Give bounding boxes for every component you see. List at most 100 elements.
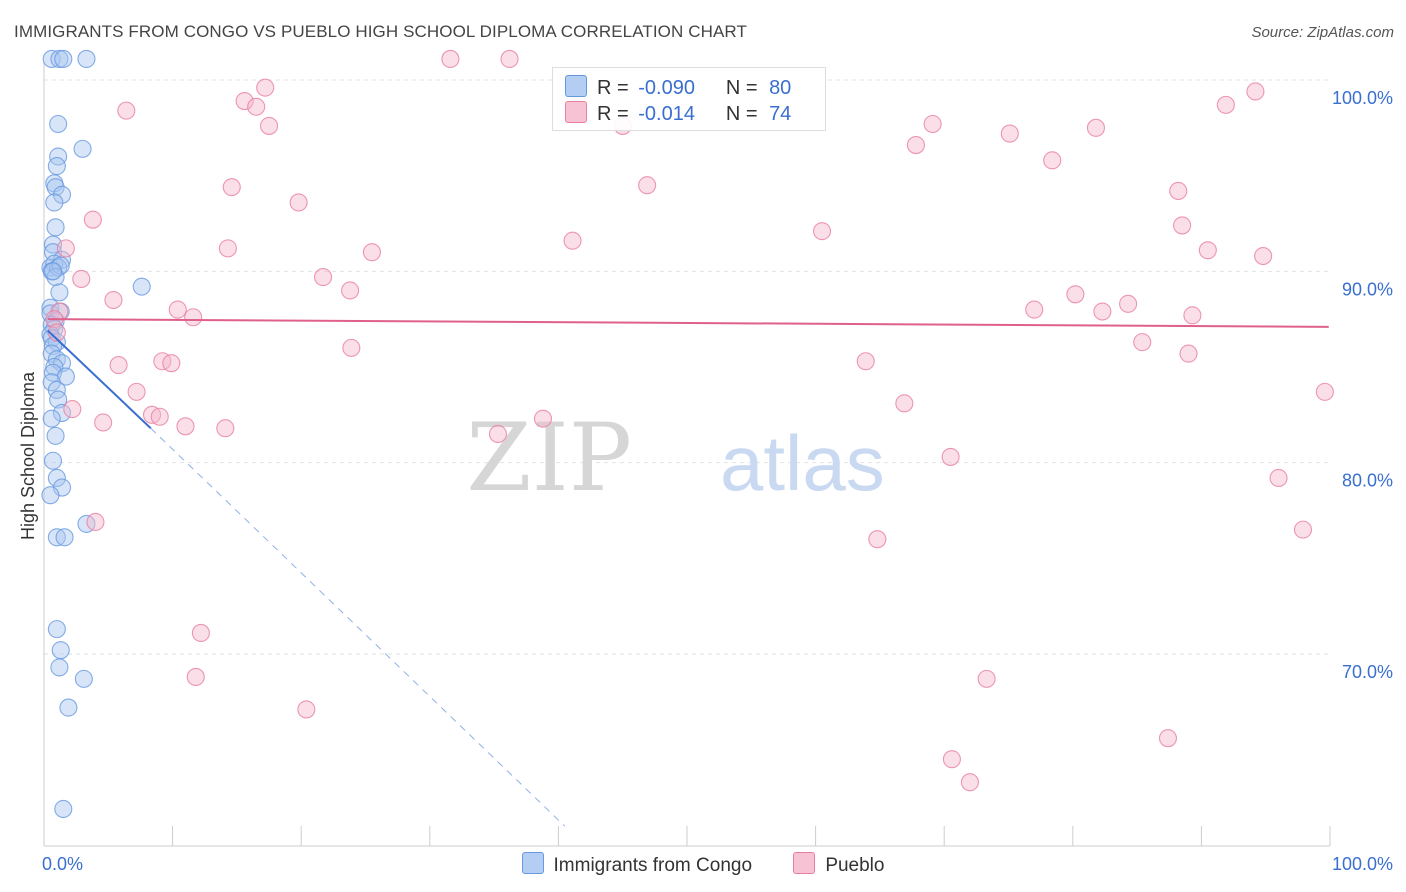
series-legend: Immigrants from Congo Pueblo xyxy=(0,852,1406,877)
r-label: R = xyxy=(597,103,629,125)
n-label: N = xyxy=(725,103,758,125)
point-pueblo xyxy=(235,91,254,111)
y-tick-label: 90.0% xyxy=(1342,279,1393,299)
point-pueblo xyxy=(342,338,361,357)
point-pueblo xyxy=(906,136,925,155)
axes xyxy=(43,62,1331,847)
stats-row-congo: R = -0.090 N = 80 xyxy=(565,75,791,101)
point-pueblo xyxy=(259,116,279,135)
point-pueblo xyxy=(94,413,113,432)
point-pueblo xyxy=(341,281,360,300)
point-pueblo xyxy=(960,773,979,792)
chart-source: Source: ZipAtlas.com xyxy=(1251,24,1394,41)
point-pueblo xyxy=(72,269,91,289)
n-value-pueblo: 74 xyxy=(769,103,792,125)
point-congo xyxy=(74,669,93,688)
y-tick-labels: 100.0% 90.0% 80.0% 70.0% xyxy=(1332,88,1393,682)
point-congo xyxy=(47,380,66,400)
point-pueblo xyxy=(1198,241,1217,260)
point-pueblo xyxy=(1315,382,1334,401)
point-congo xyxy=(42,409,61,428)
point-congo xyxy=(41,486,60,505)
point-pueblo xyxy=(1066,285,1085,304)
point-pueblo xyxy=(186,667,205,687)
point-pueblo xyxy=(247,97,266,116)
x-tick-label-max: 100.0% xyxy=(1332,854,1393,874)
point-pueblo xyxy=(117,101,136,120)
point-pueblo xyxy=(1000,124,1019,143)
y-axis-title: High School Diploma xyxy=(18,371,38,540)
point-pueblo xyxy=(168,300,187,319)
point-pueblo xyxy=(218,239,237,258)
point-pueblo xyxy=(856,352,875,371)
point-pueblo xyxy=(1179,344,1198,363)
gridlines xyxy=(44,79,1330,655)
stats-row-pueblo: R = -0.014 N = 74 xyxy=(565,101,791,127)
legend-swatch-pueblo xyxy=(793,852,816,874)
legend-label-pueblo: Pueblo xyxy=(825,855,885,876)
point-pueblo xyxy=(83,210,102,229)
point-pueblo xyxy=(812,222,832,241)
point-pueblo xyxy=(56,239,75,258)
point-congo xyxy=(45,357,64,377)
point-pueblo xyxy=(127,382,146,401)
point-pueblo xyxy=(150,407,169,426)
point-pueblo xyxy=(176,417,195,436)
point-pueblo xyxy=(1254,246,1273,266)
point-pueblo xyxy=(297,700,316,719)
point-congo xyxy=(59,698,78,717)
point-congo xyxy=(47,620,66,639)
n-value-congo: 80 xyxy=(769,77,792,99)
point-congo xyxy=(46,178,65,197)
point-pueblo xyxy=(109,356,128,375)
watermark-atlas: atlas xyxy=(720,419,885,507)
point-congo xyxy=(43,451,63,470)
point-pueblo xyxy=(86,512,105,532)
legend-item-congo[interactable]: Immigrants from Congo xyxy=(521,852,753,877)
chart-title: IMMIGRANTS FROM CONGO VS PUEBLO HIGH SCH… xyxy=(14,22,747,41)
r-value-pueblo: -0.014 xyxy=(638,103,695,125)
x-tick-labels: 0.0% 100.0% xyxy=(42,854,1393,874)
congo-swatch xyxy=(565,75,587,97)
legend-label-congo: Immigrants from Congo xyxy=(553,855,753,876)
y-tick-label: 70.0% xyxy=(1342,662,1393,682)
point-congo xyxy=(47,528,66,547)
point-congo xyxy=(45,193,64,212)
pueblo-swatch xyxy=(565,101,587,123)
point-congo xyxy=(132,277,151,296)
legend-item-pueblo[interactable]: Pueblo xyxy=(793,852,884,877)
point-congo xyxy=(77,49,96,69)
point-congo xyxy=(55,528,74,547)
point-pueblo xyxy=(942,750,961,769)
point-pueblo xyxy=(441,49,460,69)
point-congo xyxy=(47,468,66,488)
point-pueblo xyxy=(1246,82,1265,101)
point-pueblo xyxy=(500,49,519,69)
point-congo xyxy=(47,157,66,176)
point-pueblo xyxy=(895,394,914,413)
stats-legend: R = -0.090 N = 80 R = -0.014 N = 74 xyxy=(552,67,826,131)
point-congo xyxy=(54,799,73,819)
point-pueblo xyxy=(977,669,996,688)
point-congo xyxy=(73,139,92,158)
trend-congo xyxy=(47,329,152,429)
point-pueblo xyxy=(256,78,275,97)
point-congo xyxy=(43,262,63,281)
point-pueblo xyxy=(868,530,887,549)
trend-lines xyxy=(47,318,1329,827)
point-pueblo xyxy=(1133,333,1152,352)
point-pueblo xyxy=(289,193,308,212)
point-congo xyxy=(46,218,65,237)
point-congo xyxy=(49,147,68,166)
point-pueblo xyxy=(488,424,508,444)
point-congo xyxy=(77,514,96,533)
point-congo xyxy=(50,283,69,302)
point-pueblo xyxy=(1216,95,1235,114)
point-congo xyxy=(49,114,68,134)
r-value-congo: -0.090 xyxy=(638,77,695,99)
point-congo xyxy=(43,336,63,356)
point-pueblo xyxy=(941,447,960,466)
point-pueblo xyxy=(222,178,241,197)
point-pueblo xyxy=(104,290,123,310)
point-congo xyxy=(46,426,65,445)
